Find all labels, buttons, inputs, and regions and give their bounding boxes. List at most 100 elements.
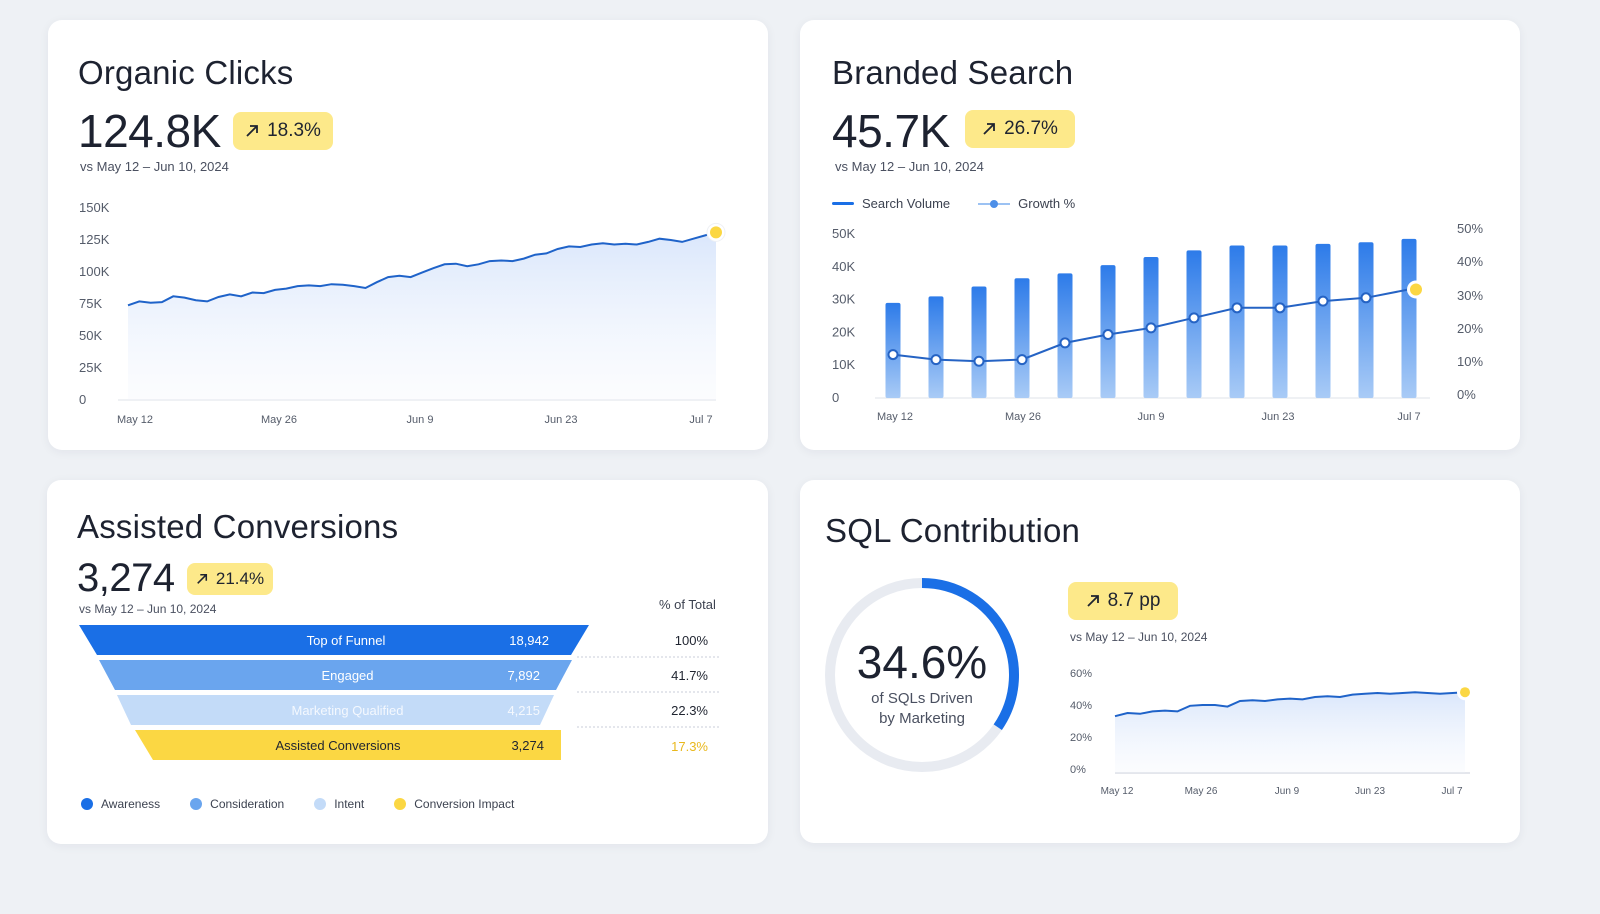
y-left-tick-label: 20K [832,324,855,339]
x-tick-label: Jun 9 [1275,786,1300,797]
metric-value: 45.7K [832,105,950,157]
growth-point [1016,354,1028,366]
legend-label: Consideration [210,797,285,811]
sql-line [1114,691,1466,718]
y-tick-label: 100K [79,264,110,279]
legend-dot-icon [81,798,93,810]
percent-of-total-header: % of Total [659,597,716,612]
funnel-stage-label: Assisted Conversions [276,738,401,753]
growth-point [1188,312,1200,324]
funnel-legend: Awareness Consideration Intent Conversion I… [81,797,544,811]
x-tick-label: May 26 [1005,411,1041,423]
legend-item: Awareness [81,797,160,811]
legend-label: Growth % [1018,196,1076,211]
legend-search-volume: Search Volume [832,196,950,211]
y-tick-label: 50K [79,328,102,343]
clicks-line [127,231,717,307]
gauge-caption-line1: of SQLs Driven [871,690,973,707]
legend-growth: Growth % [978,196,1075,211]
search-volume-bar [1186,250,1202,398]
legend-label: Intent [334,797,365,811]
sql-trend-chart: 60% 40% 20% 0% May 12 May 26 Jun 9 Jun 23 Jul 7 [1070,668,1473,797]
growth-point [1102,329,1114,341]
organic-clicks-chart: 150K 125K 100K 75K 50K 25K 0 May 12 May 26 Jun 9 J… [79,200,726,426]
y-right-tick-label: 20% [1457,321,1483,336]
change-value: 8.7 pp [1107,590,1161,611]
y-right-tick-label: 30% [1457,288,1483,303]
x-tick-label: May 26 [261,414,297,426]
legend-item: Intent [314,797,364,811]
legend-item: Conversion Impact [394,797,514,811]
comparison-period: vs May 12 – Jun 10, 2024 [79,602,217,616]
growth-point [887,349,899,361]
growth-point [1360,292,1372,304]
x-tick-label: Jun 9 [1138,411,1165,423]
x-tick-label: Jun 23 [1261,411,1294,423]
sql-gauge [825,578,1019,772]
area-fill [1115,692,1465,773]
change-badge: 21.4% [187,563,273,595]
funnel-stage-percent: 41.7% [671,668,708,683]
funnel-stage-percent: 100% [675,633,709,648]
x-tick-label: Jun 23 [1355,786,1385,797]
legend-dot-icon [314,798,327,810]
funnel-stage-label: Top of Funnel [307,633,386,648]
organic-clicks-card: Organic Clicks 124.8K 18.3% vs May 12 – … [48,20,768,450]
chart-legend: Search Volume Growth % [832,196,1103,211]
legend-dot-icon [190,798,203,810]
change-badge: 26.7% [965,110,1075,148]
card-title: Branded Search [832,54,1074,91]
arrow-up-right-icon [1086,595,1099,607]
gauge-value: 34.6% [856,636,988,688]
funnel-chart: Top of Funnel 18,942 100% Engaged 7,892 41.7%… [79,625,720,760]
gauge-progress [921,578,1019,731]
y-left-tick-label: 30K [832,292,855,307]
comparison-period: vs May 12 – Jun 10, 2024 [1070,630,1208,644]
y-tick-label: 25K [79,360,102,375]
x-tick-label: May 12 [117,414,153,426]
search-volume-bar [1014,278,1030,398]
y-left-tick-label: 50K [832,226,855,241]
x-tick-label: Jun 23 [544,414,577,426]
y-right-tick-label: 40% [1457,254,1483,269]
search-volume-bar [1358,242,1374,398]
change-value: 18.3% [267,120,321,141]
growth-latest-point [1410,283,1422,296]
y-tick-label: 0 [79,392,86,407]
latest-point [710,226,722,239]
x-tick-label: May 12 [1101,786,1134,797]
legend-label: Awareness [101,797,161,811]
funnel-stage-percent: 22.3% [671,703,708,718]
search-volume-bar [971,286,987,398]
x-tick-label: Jul 7 [689,414,712,426]
y-left-tick-label: 0 [832,390,839,405]
search-volume-bar [1401,238,1417,398]
search-volume-bar [1272,245,1288,398]
y-tick-label: 150K [79,200,110,215]
change-badge: 18.3% [233,112,333,150]
change-value: 21.4% [215,569,265,588]
funnel-stage-percent: 17.3% [671,739,708,754]
y-left-tick-label: 10K [832,357,855,372]
y-tick-label: 40% [1070,700,1092,712]
change-badge: 8.7 pp [1068,582,1178,620]
line-swatch-icon [832,202,854,205]
metric-value: 124.8K [78,105,221,157]
y-left-tick-label: 40K [832,259,855,274]
sql-contribution-card: SQL Contribution 34.6% of SQLs Driven by… [800,480,1520,843]
card-title: Organic Clicks [78,54,294,91]
x-tick-label: May 26 [1185,786,1218,797]
arrow-up-right-icon [983,123,995,135]
funnel-stage [117,695,554,725]
funnel-stage [135,730,561,760]
latest-point [1460,687,1470,698]
gauge-caption-line2: by Marketing [879,710,965,727]
card-title: SQL Contribution [825,512,1081,549]
x-tick-label: May 12 [877,411,913,423]
funnel-stage-value: 7,892 [507,668,540,683]
growth-point [1274,302,1286,314]
funnel-stage-label: Marketing Qualified [292,703,404,718]
search-volume-bar [1057,273,1073,398]
y-tick-label: 20% [1070,732,1092,744]
y-right-tick-label: 50% [1457,221,1483,236]
